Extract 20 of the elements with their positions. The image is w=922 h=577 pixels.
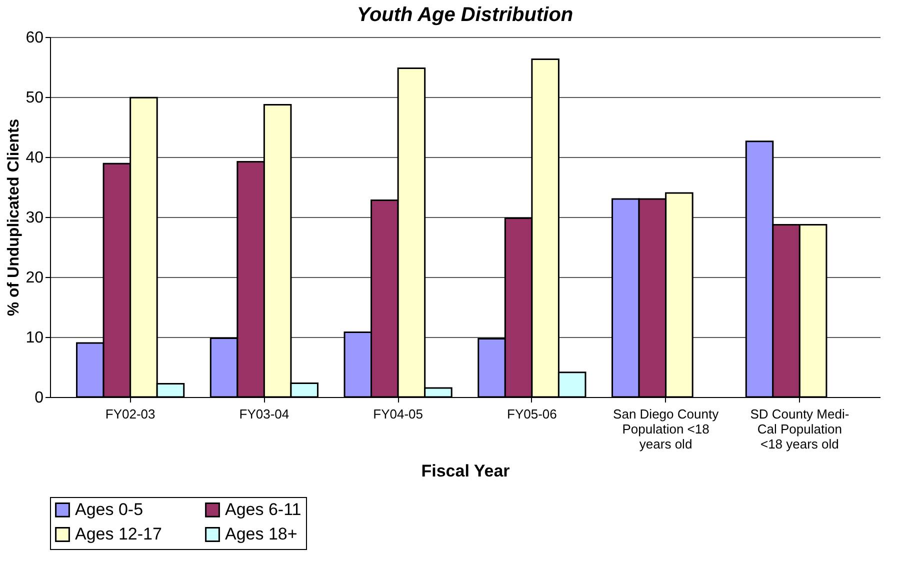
x-tick-label: FY05-06 [507, 406, 557, 422]
y-tick-label: 50 [26, 90, 44, 106]
legend-label: Ages 18+ [225, 524, 298, 544]
legend-label: Ages 0-5 [75, 500, 144, 519]
y-tick-label: 40 [26, 150, 44, 166]
x-axis-title: Fiscal Year [421, 462, 510, 480]
x-tick-label: FY02-03 [105, 406, 156, 422]
x-tick-label: San Diego County Population <18 years old [613, 406, 720, 452]
y-tick-label: 0 [34, 390, 44, 406]
y-axis-title: % of Unduplicated Clients [6, 118, 23, 316]
legend-label: Ages 6-11 [225, 500, 302, 519]
chart-title: Youth Age Distribution [356, 4, 574, 26]
legend-label: Ages 12-17 [75, 524, 162, 544]
y-tick-label: 60 [26, 30, 44, 46]
x-tick-label: SD County Medi-Cal Population <18 years old [750, 406, 850, 452]
y-tick-label: 20 [26, 270, 44, 286]
y-tick-label: 30 [26, 210, 44, 226]
y-tick-label: 10 [26, 330, 44, 346]
x-tick-label: FY03-04 [239, 406, 290, 422]
x-tick-label: FY04-05 [373, 406, 423, 422]
